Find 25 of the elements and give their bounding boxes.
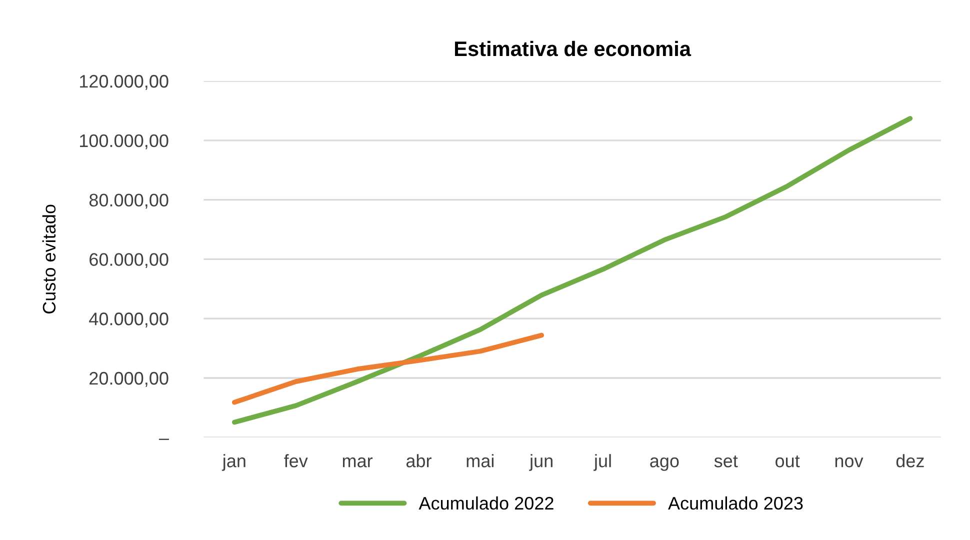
x-tick-label: mar bbox=[342, 457, 373, 468]
x-tick-label: nov bbox=[835, 457, 864, 468]
x-tick-label: fev bbox=[284, 454, 308, 468]
y-tick-label: 100.000,00 bbox=[80, 134, 168, 150]
chart-title: Estimativa de economia bbox=[455, 40, 692, 56]
line-series bbox=[232, 116, 913, 425]
x-tick-label: mai bbox=[466, 454, 494, 468]
x-tick-label: ago bbox=[650, 457, 679, 471]
y-tick-label: 80.000,00 bbox=[89, 194, 168, 209]
x-tick-label: set bbox=[714, 455, 738, 468]
x-tick-label: jun bbox=[529, 454, 552, 471]
x-tick-label: jul bbox=[594, 454, 611, 471]
y-tick-label: 20.000,00 bbox=[90, 372, 168, 387]
legend-label: Acumulado 2022 bbox=[418, 496, 554, 510]
y-tick-label: 40.000,00 bbox=[89, 312, 168, 328]
y-tick-label: – bbox=[158, 438, 169, 440]
y-axis-title: Custo evitado bbox=[42, 204, 56, 314]
line-series bbox=[232, 332, 544, 405]
x-tick-label: jan bbox=[222, 454, 246, 471]
x-tick-label: out bbox=[776, 455, 800, 468]
y-tick-label: 120.000,00 bbox=[80, 74, 168, 90]
y-tick-label: 60.000,00 bbox=[90, 253, 168, 268]
x-tick-label: abr bbox=[406, 454, 432, 468]
x-tick-label: dez bbox=[896, 454, 924, 468]
legend-label: Acumulado 2023 bbox=[668, 496, 803, 510]
